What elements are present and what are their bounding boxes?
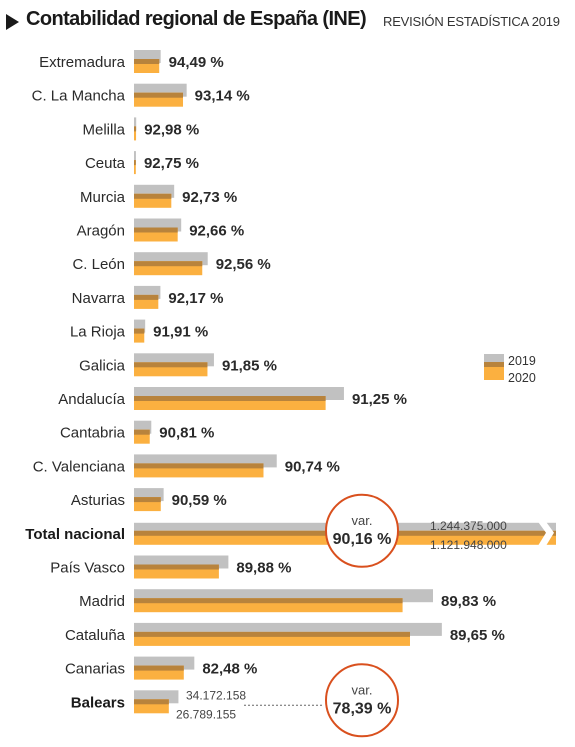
value-label-navarra: 92,17 % (168, 290, 223, 307)
bar-2020-la-rioja (134, 328, 145, 343)
value-label-aragon: 92,66 % (189, 223, 244, 240)
bar-overlap-extremadura (134, 59, 160, 64)
category-label-c-leon: C. León (72, 256, 125, 273)
chart-subtitle: REVISIÓN ESTADÍSTICA 2019 (383, 14, 560, 29)
category-label-navarra: Navarra (72, 290, 126, 307)
value-label-c-valenciana: 90,74 % (285, 458, 340, 475)
bar-2020-melilla (134, 126, 137, 141)
category-label-andalucia: Andalucía (58, 391, 125, 408)
play-triangle-icon (6, 14, 19, 30)
legend-swatch-2020 (484, 367, 504, 380)
bar-2019-la-rioja (134, 319, 146, 333)
legend-label-2020: 2020 (508, 371, 536, 385)
category-label-murcia: Murcia (80, 189, 126, 206)
value-label-galicia: 91,85 % (222, 357, 277, 374)
value-label-asturias: 90,59 % (172, 492, 227, 509)
value-label-c-la-mancha: 93,14 % (195, 88, 250, 105)
bar-overlap-balears (134, 699, 169, 705)
value-label-la-rioja: 91,91 % (153, 324, 208, 341)
bar-overlap-aragon (134, 227, 178, 233)
value-label-extremadura: 94,49 % (169, 54, 224, 71)
bar-overlap-melilla (134, 126, 137, 132)
variation-circle-total-nacional (325, 493, 399, 568)
balears-2019-value: 34.172.158 (186, 688, 246, 702)
variation-value-balears: 78,39 % (333, 700, 392, 717)
axis-break-mark (538, 521, 554, 546)
category-label-asturias: Asturias (71, 492, 125, 509)
category-label-extremadura: Extremadura (39, 54, 126, 71)
bar-overlap-c-leon (134, 261, 203, 267)
legend-swatch-overlap (484, 362, 504, 367)
category-label-balears: Balears (71, 694, 125, 711)
category-label-c-la-mancha: C. La Mancha (32, 88, 126, 105)
value-label-melilla: 92,98 % (144, 121, 199, 138)
bar-overlap-cataluna (134, 631, 410, 637)
variation-label-balears: var. (352, 682, 373, 697)
value-label-andalucia: 91,25 % (352, 391, 407, 408)
category-label-c-valenciana: C. Valenciana (33, 458, 126, 475)
bar-overlap-canarias (134, 665, 184, 671)
bar-overlap-ceuta (134, 160, 136, 166)
bar-overlap-c-la-mancha (134, 92, 184, 98)
value-label-ceuta: 92,75 % (144, 155, 199, 172)
balears-2020-value: 26.789.155 (176, 707, 236, 721)
value-label-murcia: 92,73 % (182, 189, 237, 206)
bar-2019-ceuta (134, 151, 136, 165)
category-label-aragon: Aragón (77, 223, 125, 240)
variation-label-total-nacional: var. (352, 513, 373, 528)
total-2020-value: 1.121.948.000 (430, 538, 507, 552)
category-label-galicia: Galicia (79, 357, 126, 374)
bar-overlap-murcia (134, 193, 172, 199)
bar-2019-melilla (134, 117, 137, 131)
total-2019-value: 1.244.375.000 (430, 519, 507, 533)
category-label-pais-vasco: País Vasco (50, 560, 125, 577)
bar-overlap-galicia (134, 362, 208, 368)
bar-2020-ceuta (134, 160, 136, 175)
variation-value-total-nacional: 90,16 % (333, 531, 392, 548)
category-label-cantabria: Cantabria (60, 425, 126, 442)
value-label-canarias: 82,48 % (202, 661, 257, 678)
legend-label-2019: 2019 (508, 354, 536, 368)
value-label-madrid: 89,83 % (441, 593, 496, 610)
bar-overlap-andalucia (134, 396, 326, 401)
chart-title: Contabilidad regional de España (INE) (26, 8, 367, 30)
bar-overlap-pais-vasco (134, 564, 219, 570)
bar-overlap-asturias (134, 497, 161, 503)
value-label-cataluna: 89,65 % (450, 627, 505, 644)
category-label-melilla: Melilla (82, 121, 125, 138)
value-label-cantabria: 90,81 % (159, 425, 214, 442)
bar-overlap-cantabria (134, 429, 150, 435)
value-label-c-leon: 92,56 % (216, 256, 271, 273)
category-label-canarias: Canarias (65, 661, 125, 678)
variation-circle-balears (325, 663, 399, 738)
bar-overlap-la-rioja (134, 328, 145, 334)
bar-overlap-madrid (134, 598, 403, 604)
bar-overlap-c-valenciana (134, 463, 264, 469)
category-label-cataluna: Cataluña (65, 627, 126, 644)
category-label-la-rioja: La Rioja (70, 324, 126, 341)
value-label-pais-vasco: 89,88 % (236, 560, 291, 577)
category-label-madrid: Madrid (79, 593, 125, 610)
category-label-total-nacional: Total nacional (25, 526, 125, 543)
bar-overlap-navarra (134, 294, 159, 300)
category-label-ceuta: Ceuta (85, 155, 126, 172)
